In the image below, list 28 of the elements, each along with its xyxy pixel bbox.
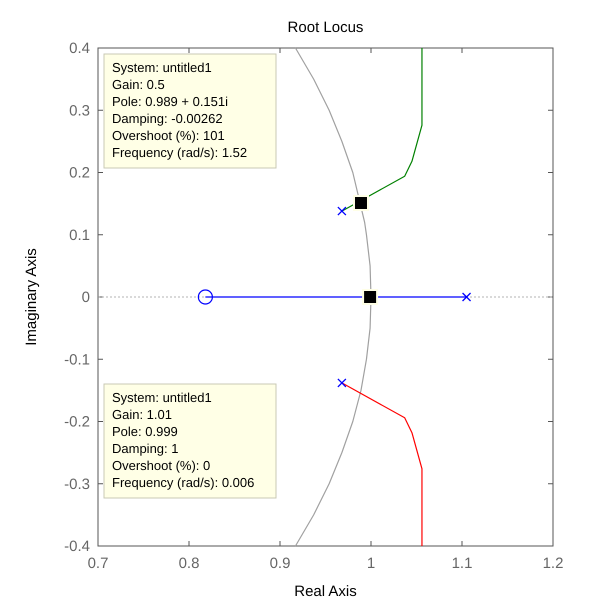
x-tick-label: 0.8 bbox=[178, 555, 200, 572]
y-tick-label: 0.4 bbox=[69, 40, 90, 57]
chart-title: Root Locus bbox=[288, 19, 364, 36]
x-tick-label: 1.2 bbox=[542, 555, 564, 572]
point bbox=[337, 206, 347, 216]
y-tick-label: -0.1 bbox=[64, 351, 90, 368]
y-tick-label: 0.2 bbox=[69, 164, 90, 182]
x-tick-label: 0.9 bbox=[270, 555, 290, 572]
line-series bbox=[341, 47, 423, 212]
line-series bbox=[341, 382, 423, 547]
point bbox=[352, 195, 369, 212]
y-tick-label: 0.1 bbox=[69, 226, 90, 244]
y-tick-label: -0.2 bbox=[64, 414, 90, 430]
point bbox=[462, 292, 472, 302]
point bbox=[337, 378, 347, 388]
y-axis-title: Imaginary Axis bbox=[23, 248, 40, 346]
point bbox=[362, 289, 378, 305]
y-tick-label: 0 bbox=[82, 289, 90, 306]
point bbox=[198, 289, 213, 305]
annotation: System: untitled1 Gain: 0.5 Pole: 0.989 + 0.151i Damping: -0.00262 Overshoot (%): 101 Frequency (rad/s): 1.52 bbox=[112, 60, 248, 160]
x-axis-title: Real Axis bbox=[294, 583, 357, 600]
x-tick-label: 1.1 bbox=[452, 555, 472, 572]
annotation: System: untitled1 Gain: 1.01 Pole: 0.999 Damping: 1 Overshoot (%): 0 Frequency (rad/s): 0.006 bbox=[112, 390, 254, 490]
y-tick-label: -0.3 bbox=[64, 476, 90, 493]
y-tick-label: -0.4 bbox=[64, 538, 90, 555]
x-tick-label: 1 bbox=[366, 555, 376, 572]
x-tick-label: 0.7 bbox=[88, 555, 108, 572]
y-tick-label: 0.3 bbox=[69, 102, 90, 120]
